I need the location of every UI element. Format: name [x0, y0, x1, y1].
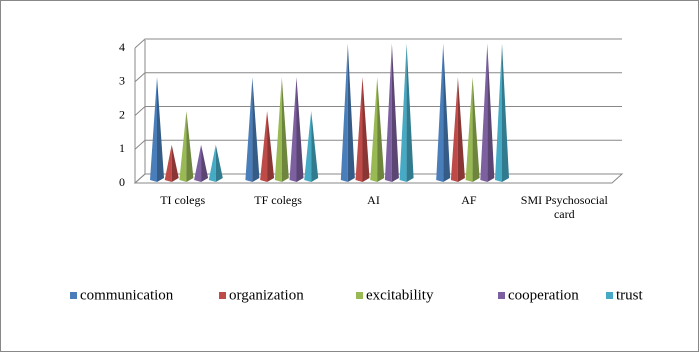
legend-swatch — [219, 292, 226, 299]
pyramid-left-face — [465, 77, 473, 182]
pyramid-left-face — [340, 43, 348, 182]
pyramid-left-face — [384, 43, 392, 182]
pyramid-right-face — [311, 111, 319, 182]
x-tick-label: TF colegs — [254, 193, 302, 207]
y-tick-label: 3 — [119, 74, 125, 88]
pyramid-right-face — [267, 111, 275, 182]
pyramid — [495, 43, 509, 182]
pyramid-right-face — [362, 77, 370, 182]
legend-label: excitability — [366, 287, 434, 303]
pyramid-right-face — [215, 144, 223, 182]
pyramid — [340, 43, 355, 182]
pyramid — [370, 77, 385, 182]
x-tick-label: AF — [461, 193, 477, 207]
x-tick-label: TI colegs — [160, 193, 206, 207]
legend-swatch — [498, 292, 505, 299]
pyramid — [150, 77, 164, 182]
pyramid — [194, 144, 209, 182]
pyramid-left-face — [194, 144, 202, 182]
pyramid-right-face — [186, 111, 194, 182]
pyramid-right-face — [406, 43, 414, 182]
pyramid-right-face — [171, 144, 179, 182]
x-tick-label: AI — [367, 193, 380, 207]
pyramid — [164, 144, 179, 182]
y-tick-label: 0 — [119, 175, 125, 189]
y-tick-label: 2 — [119, 107, 125, 121]
pyramid-right-face — [377, 77, 385, 182]
grid-line — [134, 106, 622, 116]
pyramid-right-face — [487, 43, 495, 182]
pyramid — [304, 111, 319, 182]
legend-label: cooperation — [508, 287, 579, 303]
pyramid-right-face — [502, 43, 509, 182]
pyramid-left-face — [164, 144, 172, 182]
pyramid — [450, 77, 465, 182]
pyramid-right-face — [457, 77, 465, 182]
legend-label: organization — [229, 287, 304, 303]
pyramid-left-face — [260, 111, 268, 182]
y-tick-label: 4 — [119, 40, 125, 54]
pyramid — [179, 111, 194, 182]
pyramid-left-face — [355, 77, 363, 182]
pyramid-left-face — [245, 77, 253, 182]
pyramid-right-face — [252, 77, 260, 182]
pyramid-right-face — [443, 43, 451, 182]
pyramid-left-face — [208, 144, 216, 182]
pyramid-left-face — [480, 43, 488, 182]
pyramid-right-face — [472, 77, 480, 182]
pyramid-right-face — [157, 77, 164, 182]
pyramid — [436, 43, 451, 182]
pyramid-left-face — [399, 43, 407, 182]
grid-line — [134, 139, 622, 150]
pyramid-right-face — [347, 43, 355, 182]
pyramid — [399, 43, 414, 182]
pyramid-left-face — [289, 77, 297, 182]
pyramid-left-face — [304, 111, 312, 182]
grid-line — [134, 38, 622, 49]
pyramid-right-face — [391, 43, 399, 182]
y-tick-label: 1 — [119, 141, 125, 155]
pyramid — [465, 77, 480, 182]
legend-label: trust — [616, 287, 644, 303]
pyramid-left-face — [495, 43, 502, 182]
legend-swatch — [70, 292, 77, 299]
pyramid — [384, 43, 399, 182]
pyramid-left-face — [370, 77, 378, 182]
pyramid-left-face — [179, 111, 187, 182]
pyramid — [480, 43, 495, 182]
x-tick-label: SMI Psychosocial card — [520, 193, 608, 221]
pyramid-right-face — [296, 77, 304, 182]
pyramid — [274, 77, 289, 182]
pyramid — [289, 77, 304, 182]
pyramid-right-face — [281, 77, 289, 182]
pyramid-left-face — [436, 43, 444, 182]
pyramid — [260, 111, 275, 182]
pyramid-left-face — [274, 77, 282, 182]
grid-line — [134, 72, 622, 83]
pyramid-left-face — [450, 77, 458, 182]
legend-swatch — [606, 292, 613, 299]
legend-label: communication — [80, 287, 174, 303]
pyramid-left-face — [150, 77, 157, 182]
legend-swatch — [356, 292, 363, 299]
pyramid — [245, 77, 260, 182]
pyramid — [208, 144, 223, 182]
pyramid-right-face — [201, 144, 209, 182]
pyramid — [355, 77, 370, 182]
